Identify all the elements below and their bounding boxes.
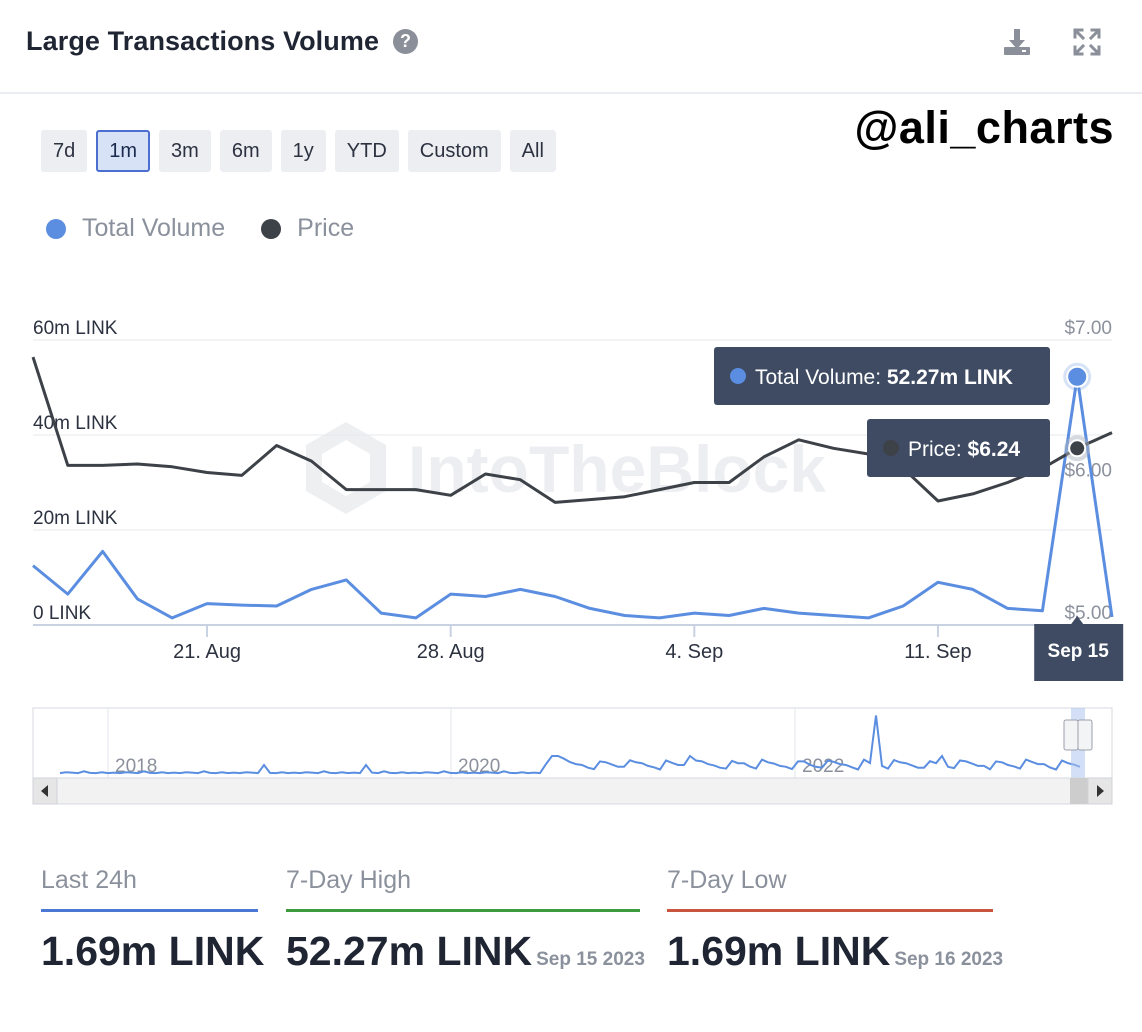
chevron-right-icon: [1097, 785, 1104, 797]
legend-marker: [46, 218, 66, 239]
legend-item-total-volume[interactable]: Total Volume: [46, 214, 225, 243]
range-button-7d[interactable]: 7d: [41, 130, 88, 172]
navigator-handle-right[interactable]: [1077, 719, 1093, 751]
stat-last-24h: Last 24h 1.69m LINK: [41, 866, 264, 975]
chart-legend: Total Volume Price: [46, 214, 354, 243]
y-right-tick-label: $7.00: [1064, 318, 1112, 339]
scrollbar-track[interactable]: [32, 777, 1113, 805]
stat-underline: [41, 909, 258, 912]
legend-item-price[interactable]: Price: [261, 214, 354, 243]
scrollbar-thumb[interactable]: [1070, 778, 1088, 804]
y-right-tick-label: $6.00: [1064, 461, 1112, 482]
range-button-6m[interactable]: 6m: [219, 130, 272, 172]
y-right-tick-label: $5.00: [1064, 603, 1112, 624]
stat-label: Last 24h: [41, 866, 137, 894]
navigator-series: [59, 715, 1081, 775]
stat-underline: [667, 909, 993, 912]
expand-icon[interactable]: [1071, 26, 1103, 58]
chart-header: Large Transactions Volume ?: [0, 0, 1142, 94]
y-left-tick-label: 60m LINK: [33, 318, 118, 339]
x-tick-label: 28. Aug: [417, 641, 485, 663]
series-line-total-volume: [32, 375, 1114, 620]
help-icon[interactable]: ?: [393, 29, 418, 54]
legend-label: Price: [297, 214, 355, 242]
hover-point-price: [1068, 439, 1087, 458]
chart-title: Large Transactions Volume: [26, 26, 380, 56]
y-left-tick-label: 0 LINK: [33, 603, 91, 624]
series-line-price: [31, 356, 1113, 504]
stat-label: 7-Day High: [286, 866, 412, 894]
author-handle: @ali_charts: [854, 102, 1114, 153]
chevron-left-icon: [41, 785, 48, 797]
stat-value: 1.69m LINK Sep 16 2023: [667, 928, 1004, 974]
tooltip-volume-box: [714, 347, 1050, 405]
stat-underline: [286, 909, 640, 912]
x-tick-label: 4. Sep: [665, 641, 723, 663]
stat-7-day-low: 7-Day Low 1.69m LINK Sep 16 2023: [667, 866, 1003, 975]
tooltip-volume-text: Total Volume: 52.27m LINK: [755, 366, 1013, 389]
tooltip-volume-marker: [730, 368, 746, 384]
range-selector: 7d 1m 3m 6m 1y YTD Custom All: [41, 130, 556, 172]
x-tick-label: 11. Sep: [904, 641, 971, 663]
range-button-3m[interactable]: 3m: [159, 130, 211, 172]
stat-date: Sep 15 2023: [536, 949, 645, 970]
range-button-1y[interactable]: 1y: [280, 130, 326, 172]
y-left-tick-label: 40m LINK: [33, 413, 118, 434]
tooltip-price-text: Price: $6.24: [908, 438, 1020, 461]
range-button-1m[interactable]: 1m: [96, 130, 151, 172]
tooltip-date-box: [1034, 616, 1124, 681]
navigator-handle-left[interactable]: [1063, 719, 1079, 751]
stat-value: 52.27m LINK Sep 15 2023: [286, 928, 645, 974]
navigator-frame: [32, 707, 1113, 779]
x-tick-label: 21. Aug: [173, 641, 241, 663]
chart-area: IntoTheBlock 0 LINK 20m LINK 40m LINK 60m LI…: [31, 318, 1124, 805]
tooltip-price-box: [867, 419, 1050, 477]
intotheblock-logo-text: IntoTheBlock: [408, 432, 826, 506]
stat-date: Sep 16 2023: [894, 949, 1004, 970]
stat-7-day-high: 7-Day High 52.27m LINK Sep 15 2023: [286, 866, 645, 975]
download-icon[interactable]: [1001, 26, 1033, 58]
y-left-tick-label: 20m LINK: [33, 508, 118, 529]
stat-value: 1.69m LINK: [41, 928, 265, 974]
range-button-ytd[interactable]: YTD: [334, 130, 399, 172]
hover-point-volume: [1066, 365, 1089, 388]
stat-label: 7-Day Low: [667, 866, 787, 894]
legend-marker: [261, 218, 282, 239]
tooltip-price-marker: [883, 440, 899, 456]
legend-label: Total Volume: [82, 214, 226, 242]
range-button-all[interactable]: All: [509, 130, 556, 172]
range-button-custom[interactable]: Custom: [407, 130, 501, 172]
tooltip-date-label: Sep 15: [1048, 641, 1110, 662]
